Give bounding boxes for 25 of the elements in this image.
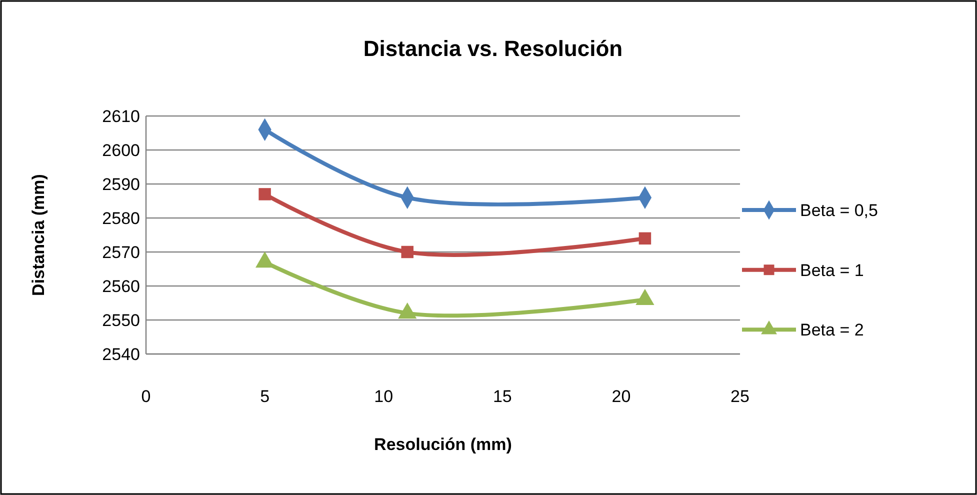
x-tick-label: 25 (730, 387, 750, 406)
y-tick-label: 2560 (102, 276, 140, 296)
y-tick-label: 2550 (102, 310, 140, 330)
point (258, 188, 271, 200)
point (638, 232, 652, 245)
chart-title: Distancia vs. Resolución (363, 36, 623, 61)
y-tick-label: 2610 (102, 106, 140, 126)
x-tick-label: 15 (492, 387, 512, 406)
point (398, 302, 417, 319)
legend-label: Beta = 2 (800, 320, 864, 340)
point (401, 246, 414, 258)
legend-label: Beta = 0,5 (800, 200, 878, 220)
x-tick-label: 20 (612, 387, 631, 406)
x-tick-label: 0 (141, 387, 151, 406)
y-tick-label: 2600 (102, 140, 140, 160)
point (636, 288, 654, 305)
y-axis-title: Distancia (mm) (29, 174, 48, 296)
y-tick-label: 2580 (102, 208, 140, 228)
y-tick-label: 2540 (102, 344, 140, 364)
x-axis-title: Resolución (mm) (374, 435, 512, 454)
x-tick-label: 10 (374, 387, 394, 406)
x-tick-label: 5 (260, 387, 270, 406)
y-tick-label: 2590 (102, 174, 140, 194)
y-tick-label: 2570 (102, 242, 140, 262)
legend-label: Beta = 1 (800, 260, 864, 280)
